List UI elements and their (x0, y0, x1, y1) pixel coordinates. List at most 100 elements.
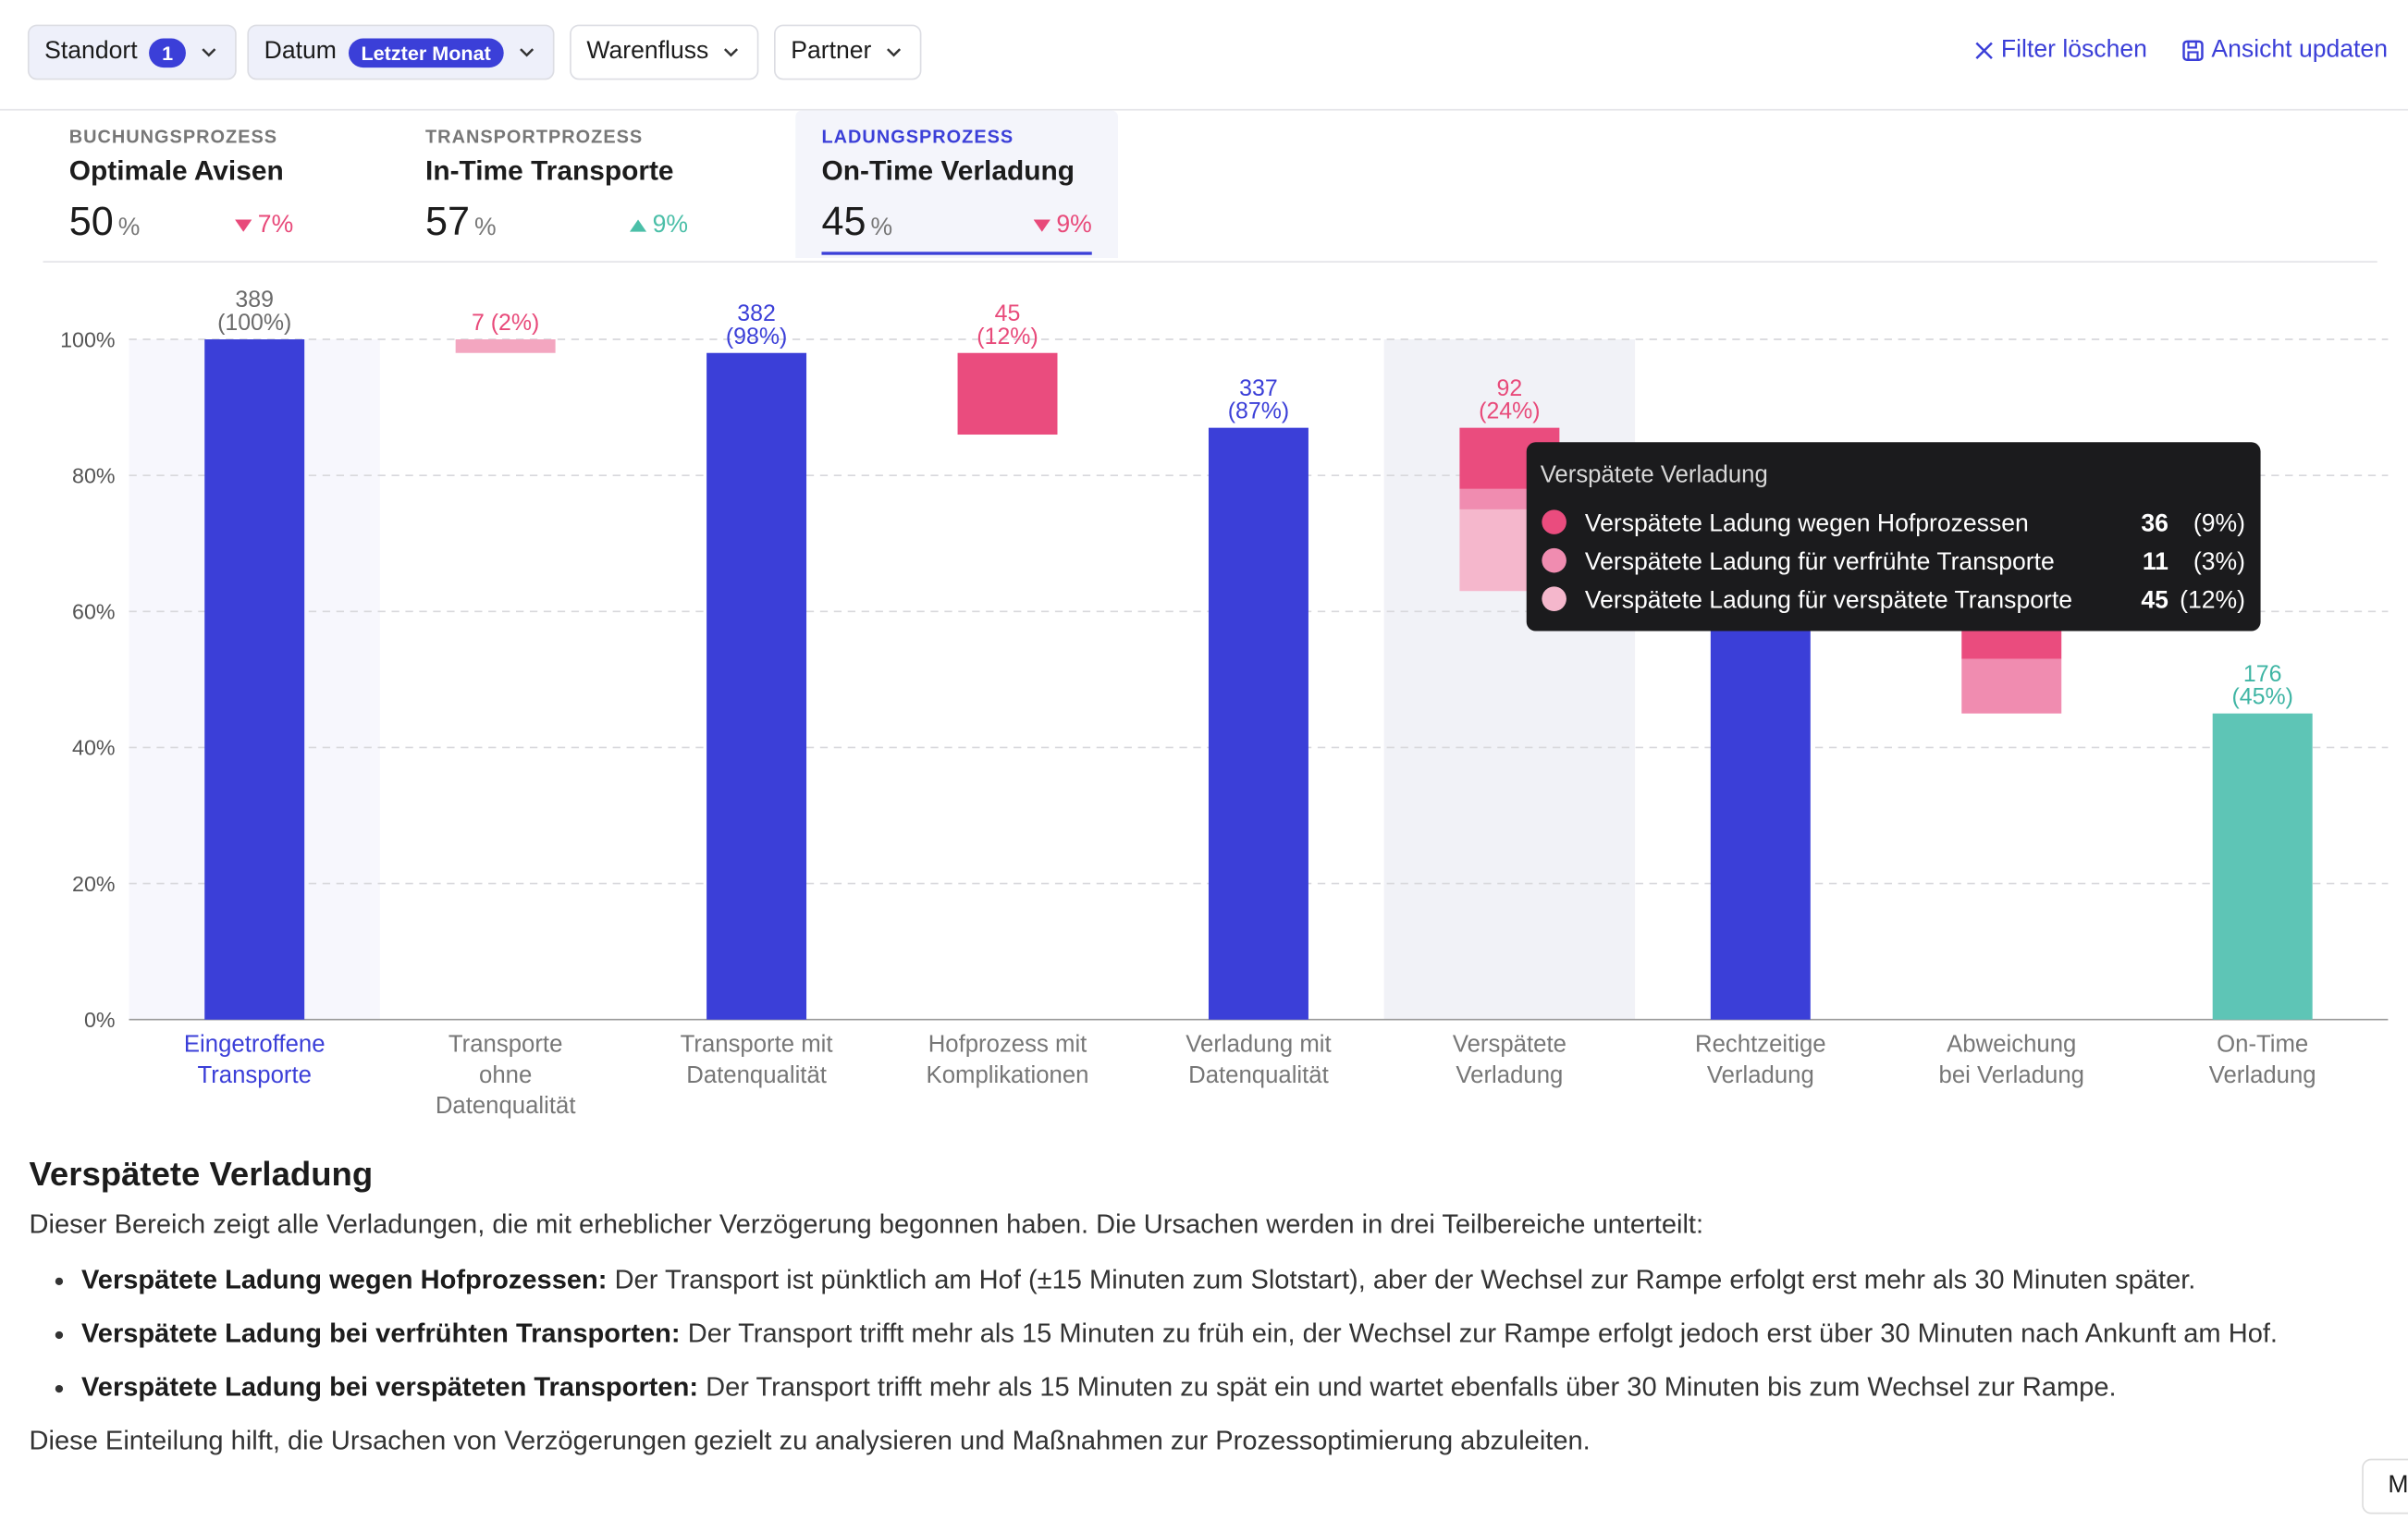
bullet-item: Verspätete Ladung bei verspäteten Transp… (81, 1367, 2394, 1406)
selected-underline (821, 251, 1092, 255)
value-label: 389 (235, 287, 274, 313)
tooltip-row-share: (9%) (2193, 509, 2245, 537)
filter-button[interactable]: Warenfluss (570, 24, 760, 80)
x-tick-label: Transporte (197, 1062, 311, 1088)
trend-icon (629, 219, 646, 232)
section-outro: Diese Einteilung hilft, die Ursachen von… (29, 1425, 1591, 1456)
x-tick-label: Verspätete (1453, 1032, 1566, 1058)
bar (706, 352, 807, 1020)
bar-segment (455, 339, 556, 353)
description: Verspätete Verladung Dieser Bereich zeigt… (30, 1155, 2394, 1460)
y-tick-label: 40% (72, 736, 116, 760)
kpi-change: 9% (1033, 212, 1092, 239)
kpi-tab[interactable]: BUCHUNGSPROZESS Optimale Avisen 50% 7% (43, 111, 319, 258)
y-tick-label: 0% (84, 1008, 116, 1032)
tooltip-row-label: Verspätete Ladung für verspätete Transpo… (1585, 586, 2072, 614)
x-tick-label: Eingetroffene (184, 1032, 326, 1058)
filter-badge: Letzter Monat (349, 37, 504, 67)
value-label: (87%) (1228, 399, 1289, 424)
tooltip-row-share: (12%) (2180, 586, 2245, 614)
y-tick-label: 20% (72, 872, 116, 896)
value-label: 382 (737, 300, 776, 326)
kpi-number: 57 (425, 198, 471, 245)
kpi-title: In-Time Transporte (425, 154, 674, 186)
x-tick-label: Verladung (1707, 1062, 1814, 1088)
action-button[interactable]: Ansicht updaten (2181, 37, 2388, 65)
y-tick-label: 60% (72, 600, 116, 624)
kpi-value: 57% (425, 198, 497, 245)
filter-label: Warenfluss (586, 38, 709, 65)
bullet-text: Der Transport ist pünktlich am Hof (±15 … (614, 1263, 2196, 1294)
x-tick-label: On-Time (2217, 1032, 2308, 1058)
bullet-text: Der Transport trifft mehr als 15 Minuten… (687, 1317, 2279, 1349)
tooltip-box (1526, 442, 2261, 632)
action-button[interactable]: Filter löschen (1973, 37, 2147, 65)
x-tick-label: Abweichung (1947, 1032, 2076, 1058)
corner-button[interactable]: M (2362, 1458, 2408, 1515)
chevron-icon (721, 42, 743, 63)
bullet-text: Der Transport trifft mehr als 15 Minuten… (706, 1371, 2117, 1403)
bullet-lead: Verspätete Ladung wegen Hofprozessen: (81, 1263, 608, 1294)
action-icon (2181, 39, 2205, 64)
tooltip-row-value: 36 (2141, 509, 2168, 537)
bar (2212, 713, 2313, 1020)
kpi-change-value: 7% (257, 212, 294, 239)
kpi-change: 9% (629, 212, 688, 239)
bar-segment (1961, 658, 2062, 714)
kpi-change-value: 9% (1056, 212, 1092, 239)
x-tick-label: Komplikationen (927, 1062, 1089, 1088)
bullet-lead: Verspätete Ladung bei verfrühten Transpo… (81, 1317, 681, 1349)
section-heading: Verspätete Verladung (29, 1154, 374, 1194)
x-tick-label: Transporte (448, 1032, 562, 1058)
kpi-tab[interactable]: TRANSPORTPROZESS In-Time Transporte 57% 9% (399, 111, 714, 258)
section-intro: Dieser Bereich zeigt alle Verladungen, d… (29, 1208, 1704, 1240)
kpi-title: Optimale Avisen (68, 154, 284, 186)
legend-dot (1542, 547, 1566, 573)
x-tick-label: Verladung mit (1186, 1032, 1331, 1058)
value-label: 176 (2243, 661, 2282, 687)
action-icon (1973, 40, 1995, 61)
value-label: (98%) (726, 324, 787, 350)
bullet-list: Verspätete Ladung wegen Hofprozessen: De… (30, 1259, 2394, 1406)
divider (43, 261, 2377, 263)
chevron-icon (515, 42, 536, 63)
kpi-change-value: 9% (652, 212, 688, 239)
kpi-number: 50 (68, 198, 114, 245)
legend-dot (1542, 509, 1566, 534)
value-label: (100%) (217, 310, 291, 336)
value-label: 7 (2%) (472, 310, 539, 336)
filter-button[interactable]: Datum Letzter Monat (247, 24, 554, 80)
tooltip-row-value: 45 (2141, 586, 2168, 614)
y-tick-label: 100% (60, 327, 115, 351)
x-tick-label: bei Verladung (1939, 1062, 2084, 1088)
kpi-number: 45 (821, 198, 866, 245)
kpi-category: LADUNGSPROZESS (821, 126, 1014, 148)
x-tick-label: Datenqualität (686, 1062, 827, 1088)
filter-badge: 1 (149, 37, 186, 67)
bar (204, 339, 305, 1020)
legend-dot (1542, 586, 1566, 611)
x-tick-label: Verladung (1456, 1062, 1563, 1088)
trend-icon (234, 219, 252, 232)
kpi-category: BUCHUNGSPROZESS (68, 126, 278, 148)
bullet-item: Verspätete Ladung wegen Hofprozessen: De… (81, 1259, 2394, 1299)
filter-label: Datum (264, 38, 337, 65)
kpi-title: On-Time Verladung (821, 154, 1075, 186)
tooltip: Verspätete Verladung Verspätete Ladung we… (1526, 442, 2261, 632)
y-tick-label: 80% (72, 463, 116, 487)
action-label: Filter löschen (2000, 36, 2147, 64)
filter-button[interactable]: Standort 1 (27, 24, 237, 80)
value-label: (12%) (977, 324, 1038, 350)
x-tick-label: Verladung (2209, 1062, 2316, 1088)
value-label: 337 (1239, 375, 1278, 401)
x-tick-label: ohne (479, 1062, 532, 1088)
chevron-icon (884, 42, 905, 63)
filter-button[interactable]: Partner (773, 24, 923, 80)
kpi-tab[interactable]: LADUNGSPROZESS On-Time Verladung 45% 9% (795, 110, 1118, 258)
x-tick-label: Datenqualität (1188, 1062, 1329, 1088)
x-tick-label: Hofprozess mit (928, 1032, 1087, 1058)
kpi-unit: % (870, 215, 893, 241)
trend-icon (1033, 219, 1050, 232)
